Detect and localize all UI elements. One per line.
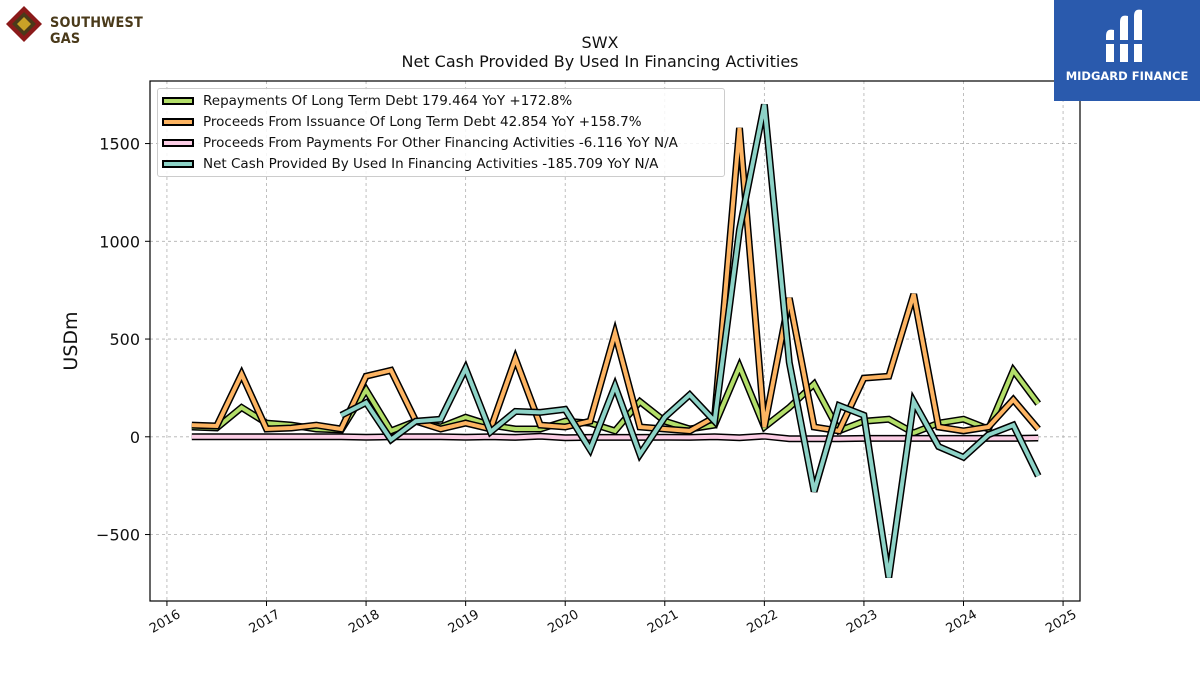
x-tick-label: 2021: [645, 607, 681, 637]
chart-title: SWX: [581, 33, 619, 52]
y-tick-label: 500: [109, 330, 140, 349]
y-tick-label: −500: [96, 526, 140, 545]
chart-subtitle: Net Cash Provided By Used In Financing A…: [401, 52, 799, 71]
legend-label-proceeds-issuance: Proceeds From Issuance Of Long Term Debt…: [203, 114, 642, 130]
midgard-finance-logo-icon: [1104, 9, 1146, 63]
southwest-gas-logo-text: SOUTHWEST GAS: [50, 15, 143, 47]
x-tick-label: 2020: [545, 607, 581, 637]
legend-label-proceeds-other: Proceeds From Payments For Other Financi…: [203, 135, 678, 151]
x-tick-label: 2019: [446, 607, 482, 637]
legend-swatch-repayments: [162, 97, 194, 105]
series-line-2: [191, 434, 1039, 441]
x-tick-label: 2016: [147, 607, 183, 637]
x-tick-label: 2025: [1043, 607, 1079, 637]
series-line-1: [191, 127, 1040, 434]
midgard-finance-logo: MIDGARD FINANCE: [1054, 0, 1200, 101]
y-tick-label: 1500: [99, 135, 140, 154]
x-tick-label: 2024: [944, 607, 980, 637]
legend-label-net-cash: Net Cash Provided By Used In Financing A…: [203, 156, 659, 172]
x-tick-label: 2023: [844, 607, 880, 637]
legend-swatch-proceeds-issuance: [162, 118, 194, 126]
southwest-gas-logo-icon: [6, 6, 42, 42]
x-tick-label: 2018: [346, 607, 382, 637]
legend-swatch-proceeds-other: [162, 139, 194, 147]
midgard-finance-logo-text: MIDGARD FINANCE: [1065, 69, 1189, 83]
legend-swatch-net-cash: [162, 160, 194, 168]
y-tick-label: 1000: [99, 232, 140, 251]
plot-frame: [149, 80, 1081, 602]
legend-label-repayments: Repayments Of Long Term Debt 179.464 YoY…: [203, 93, 573, 109]
series-line-3: [340, 104, 1040, 578]
x-tick-label: 2022: [745, 607, 781, 637]
y-tick-label: 0: [130, 428, 140, 447]
x-tick-label: 2017: [247, 607, 283, 637]
y-axis-label: USDm: [60, 311, 82, 370]
southwest-gas-logo: SOUTHWEST GAS: [6, 6, 186, 47]
chart-legend: Repayments Of Long Term Debt 179.464 YoY…: [157, 88, 725, 177]
